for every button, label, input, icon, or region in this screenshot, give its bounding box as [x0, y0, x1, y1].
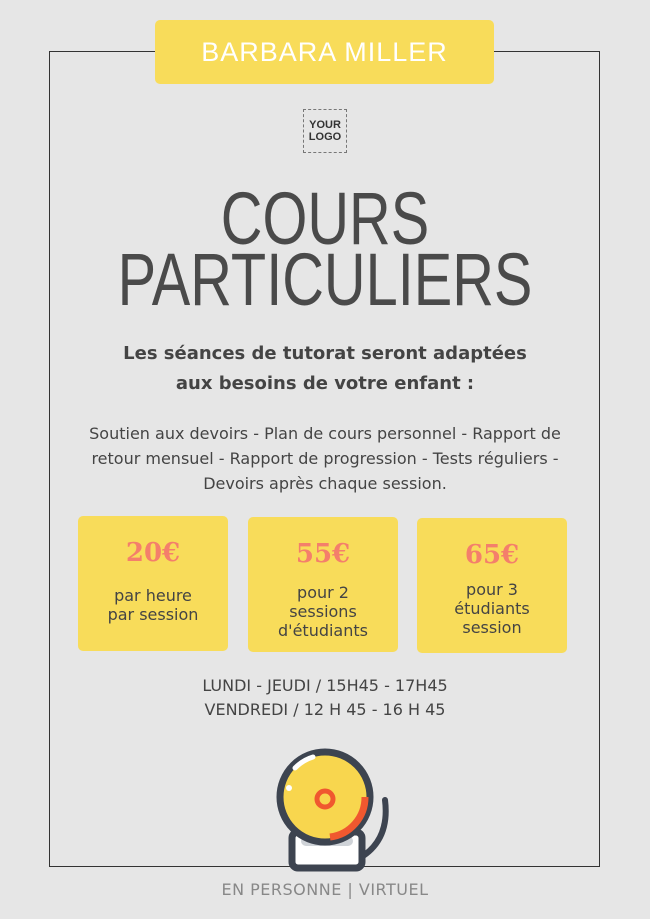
price-card-2: 55€ pour 2 sessions d'étudiants	[248, 517, 398, 652]
price-value: 55€	[295, 539, 351, 569]
price-desc-line: étudiants	[454, 599, 530, 618]
title-line-2: PARTICULIERS	[117, 238, 533, 321]
price-desc-line: session	[462, 618, 522, 637]
name-banner: BARBARA MILLER	[155, 20, 494, 84]
schedule-line-2: VENDREDI / 12 H 45 - 16 H 45	[204, 700, 446, 719]
price-desc-line: pour 2	[297, 583, 349, 602]
price-value: 65€	[464, 540, 520, 570]
price-card-1: 20€ par heure par session	[78, 516, 228, 651]
bell-icon	[276, 748, 389, 872]
subtitle: Les séances de tutorat seront adaptées a…	[0, 339, 650, 399]
price-desc-line: par heure	[114, 586, 192, 605]
logo-text-1: YOUR	[309, 119, 341, 131]
schedule-line-1: LUNDI - JEUDI / 15H45 - 17H45	[202, 676, 448, 695]
price-desc-line: par session	[107, 605, 199, 624]
subtitle-line-1: Les séances de tutorat seront adaptées	[123, 343, 527, 364]
subtitle-line-2: aux besoins de votre enfant :	[175, 373, 475, 394]
title-line-1: COURS	[220, 177, 430, 260]
price-desc-line: d'étudiants	[278, 621, 368, 640]
price-desc-line: sessions	[289, 602, 357, 621]
price-card-3: 65€ pour 3 étudiants session	[417, 518, 567, 653]
footer-mode: EN PERSONNE | VIRTUEL	[221, 880, 429, 899]
price-desc-line: pour 3	[466, 580, 518, 599]
description: Soutien aux devoirs - Plan de cours pers…	[89, 424, 561, 493]
schedule: LUNDI - JEUDI / 15H45 - 17H45 VENDREDI /…	[0, 674, 650, 722]
teacher-name: BARBARA MILLER	[201, 36, 448, 67]
logo-text-2: LOGO	[308, 131, 342, 143]
logo-placeholder: YOUR LOGO	[303, 109, 347, 153]
price-value: 20€	[125, 538, 181, 568]
